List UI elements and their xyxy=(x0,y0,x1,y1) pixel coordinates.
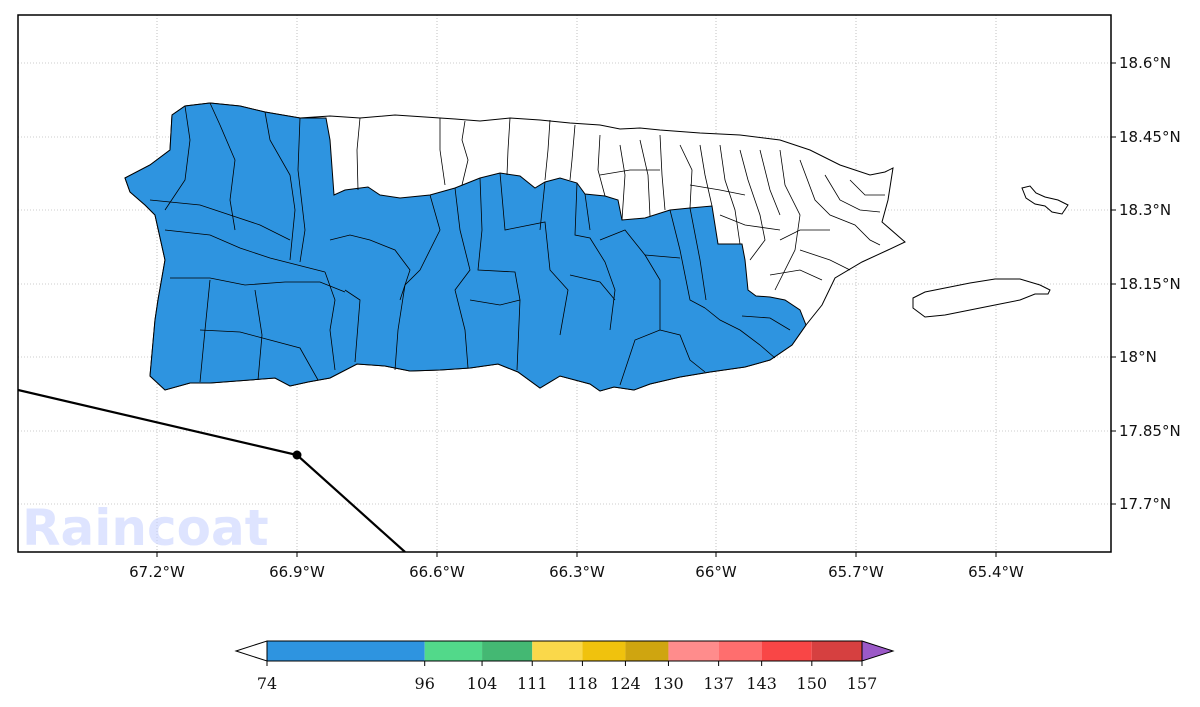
colorbar-segment xyxy=(424,641,483,661)
colorbar-tick-label: 137 xyxy=(703,674,734,693)
colorbar-tick-label: 130 xyxy=(653,674,684,693)
lon-label: 67.2°W xyxy=(129,563,185,581)
colorbar-segment xyxy=(718,641,762,661)
colorbar-tick-label: 111 xyxy=(517,674,548,693)
colorbar-segment xyxy=(267,641,425,661)
colorbar-frame xyxy=(266,640,863,662)
lon-label: 66.3°W xyxy=(549,563,605,581)
colorbar-tick-label: 143 xyxy=(746,674,777,693)
lat-label: 18°N xyxy=(1119,348,1157,366)
colorbar-tick-label: 157 xyxy=(847,674,878,693)
latitude-labels: 18.6°N 18.45°N 18.3°N 18.15°N 18°N 17.85… xyxy=(1119,54,1181,513)
lon-label: 66°W xyxy=(695,563,737,581)
lon-label: 66.6°W xyxy=(409,563,465,581)
lat-label: 17.85°N xyxy=(1119,422,1181,440)
culebra-island xyxy=(1021,185,1069,215)
municipal-borders xyxy=(149,102,885,386)
colorbar-tick-label: 96 xyxy=(415,674,435,693)
shaded-municipalities xyxy=(124,102,807,392)
lat-label: 18.3°N xyxy=(1119,201,1171,219)
colorbar-segment xyxy=(625,641,669,661)
colorbar-tick-label: 150 xyxy=(797,674,828,693)
lon-label: 65.4°W xyxy=(968,563,1024,581)
watermark-text: Raincoat xyxy=(22,499,269,557)
axis-ticks xyxy=(156,62,1116,557)
colorbar-segment xyxy=(582,641,626,661)
colorbar-over-triangle xyxy=(861,640,895,662)
colorbar-segment xyxy=(761,641,812,661)
colorbar-tick-label: 118 xyxy=(567,674,598,693)
vieques-island xyxy=(912,278,1051,318)
colorbar: 74 96 104 111 118 124 130 137 143 150 157 xyxy=(234,640,895,693)
colorbar-tick-label: 124 xyxy=(610,674,641,693)
lat-label: 18.15°N xyxy=(1119,275,1181,293)
lat-label: 18.45°N xyxy=(1119,128,1181,146)
lon-label: 65.7°W xyxy=(828,563,884,581)
lat-label: 17.7°N xyxy=(1119,495,1171,513)
colorbar-tick-label: 74 xyxy=(257,674,277,693)
colorbar-segment xyxy=(668,641,719,661)
longitude-labels: 67.2°W 66.9°W 66.6°W 66.3°W 66°W 65.7°W … xyxy=(129,563,1024,581)
colorbar-tick-label: 104 xyxy=(467,674,498,693)
colorbar-under-triangle xyxy=(234,640,268,662)
lat-label: 18.6°N xyxy=(1119,54,1171,72)
colorbar-segment xyxy=(482,641,533,661)
colorbar-segment xyxy=(532,641,583,661)
lon-label: 66.9°W xyxy=(269,563,325,581)
colorbar-segment xyxy=(811,641,862,661)
storm-track-point xyxy=(292,450,302,460)
